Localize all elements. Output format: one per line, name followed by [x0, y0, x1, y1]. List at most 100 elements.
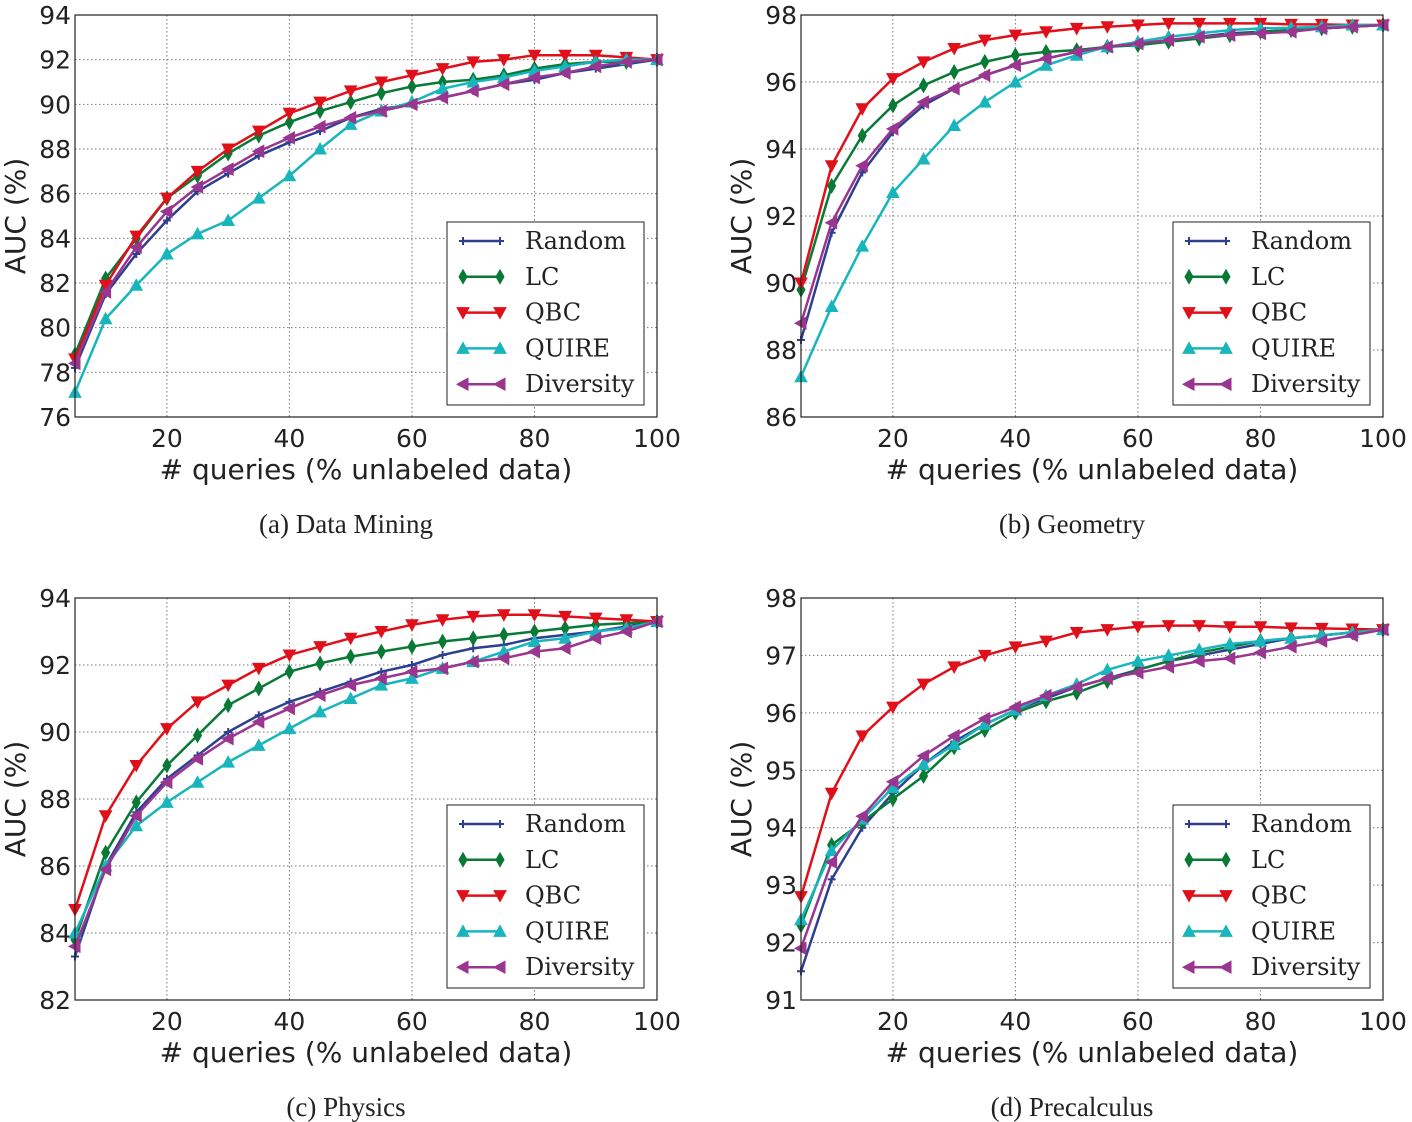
data-point: [162, 757, 172, 774]
data-point: [886, 73, 900, 86]
legend-marker: [1219, 307, 1233, 320]
legend-marker: [1184, 268, 1194, 285]
data-point: [160, 246, 174, 260]
legend: Random LC QBC QUIRE Diversity: [446, 221, 645, 406]
data-point: [254, 680, 264, 697]
data-point: [499, 626, 509, 643]
data-point: [131, 794, 141, 811]
data-point: [1039, 51, 1052, 66]
legend-marker: [458, 268, 468, 285]
x-tick-label: 60: [1122, 424, 1154, 453]
data-point: [588, 612, 603, 626]
y-tick-label: 86: [39, 852, 71, 881]
x-tick-label: 40: [1000, 1007, 1032, 1036]
data-point: [343, 85, 358, 98]
data-point: [282, 721, 297, 735]
legend-label: QBC: [525, 882, 581, 910]
data-point: [129, 818, 144, 832]
legend-marker: [1222, 820, 1230, 828]
data-point: [221, 755, 236, 768]
data-point: [827, 177, 837, 194]
data-point: [1008, 700, 1021, 714]
data-point: [313, 688, 326, 702]
data-point: [558, 49, 572, 63]
data-point: [1069, 680, 1083, 694]
data-point: [1039, 688, 1052, 703]
legend: Random LC QBC QUIRE Diversity: [446, 804, 645, 989]
data-point: [407, 661, 416, 669]
x-axis-label: # queries (% unlabeled data): [886, 453, 1299, 486]
y-tick-label: 90: [39, 90, 71, 119]
series-line: [73, 58, 657, 393]
legend-label: Random: [1251, 810, 1352, 838]
data-point: [1161, 648, 1176, 661]
subplot-4: 20 40 60 80 100 91 92 93 94 95 96 97 98 # queries (% …: [725, 584, 1407, 1122]
legend-entry: LC: [458, 263, 559, 291]
legend-label: Diversity: [525, 953, 635, 981]
legend-marker: [1181, 377, 1195, 392]
legend-marker: [459, 237, 467, 245]
data-point: [435, 661, 449, 676]
data-point: [284, 663, 294, 680]
legend-label: LC: [525, 263, 559, 291]
legend-marker: [1182, 307, 1196, 320]
x-tick-label: 20: [877, 1007, 909, 1036]
data-point: [916, 678, 931, 692]
data-point: [1131, 19, 1145, 33]
axes-frame: [800, 14, 1384, 418]
legend-label: Random: [525, 227, 626, 255]
x-tick-label: 40: [274, 1007, 306, 1036]
data-point: [435, 63, 450, 76]
data-point: [438, 633, 448, 650]
subplot-2: 20 40 60 80 100 86 88 90 92 94 96 98 # queries (% un…: [725, 1, 1407, 539]
y-tick-label: 94: [765, 814, 797, 843]
data-point: [129, 808, 142, 823]
x-axis-label: # queries (% unlabeled data): [160, 1036, 573, 1069]
data-point: [886, 701, 900, 715]
legend-marker: [456, 341, 470, 354]
legend-label: Diversity: [1251, 370, 1361, 398]
data-point: [282, 107, 297, 121]
y-tick-label: 88: [765, 336, 797, 365]
y-tick-label: 97: [765, 641, 797, 670]
data-point: [1222, 651, 1236, 666]
data-point: [313, 641, 327, 654]
legend-marker: [1221, 268, 1231, 285]
data-point: [824, 215, 838, 230]
data-point: [251, 662, 266, 676]
data-point: [916, 56, 931, 69]
data-point: [588, 59, 602, 74]
data-point: [374, 104, 387, 118]
legend-entry: QUIRE: [1182, 334, 1336, 362]
y-tick-label: 88: [39, 135, 71, 164]
legend-marker: [492, 377, 506, 392]
legend-label: QUIRE: [1251, 917, 1336, 945]
data-point: [888, 97, 898, 114]
y-axis-label: AUC (%): [725, 158, 758, 275]
data-point: [435, 90, 449, 105]
y-axis-label: AUC (%): [0, 158, 32, 275]
y-tick-label: 86: [39, 180, 71, 209]
y-tick-label: 96: [765, 68, 797, 97]
x-tick-label: 80: [519, 424, 551, 453]
data-point: [916, 152, 931, 165]
data-point: [1039, 58, 1053, 71]
legend-entry: QUIRE: [456, 917, 610, 945]
series-qbc: [68, 609, 664, 917]
data-point: [1069, 45, 1083, 59]
data-point: [1192, 654, 1205, 669]
data-point: [466, 56, 481, 69]
data-point: [1161, 17, 1176, 31]
legend-label: Diversity: [525, 370, 635, 398]
data-point: [129, 230, 144, 244]
data-point: [1345, 19, 1358, 34]
legend-label: Random: [525, 810, 626, 838]
data-point: [221, 213, 236, 226]
legend-entry: Random: [1185, 810, 1352, 838]
data-point: [313, 96, 327, 110]
legend-label: LC: [1251, 846, 1285, 874]
data-point: [1008, 58, 1021, 73]
data-point: [855, 730, 870, 743]
data-point: [374, 76, 389, 90]
